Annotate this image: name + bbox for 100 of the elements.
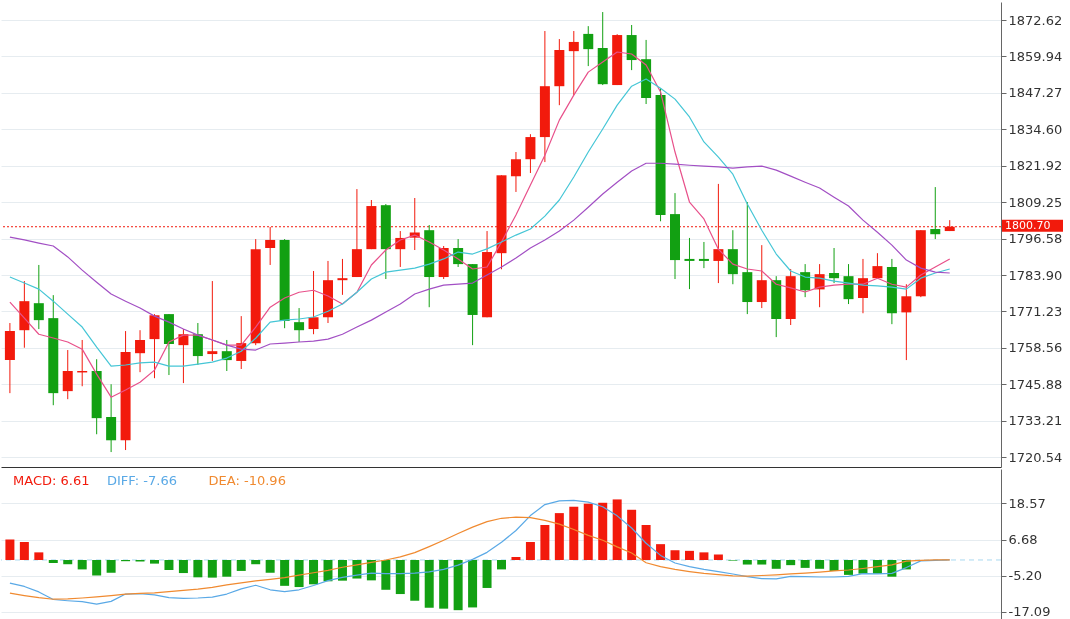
candlestick bbox=[33, 264, 44, 330]
candlestick bbox=[901, 283, 912, 361]
bar bbox=[395, 559, 405, 595]
bar bbox=[294, 559, 304, 588]
candlestick bbox=[756, 244, 767, 309]
line-series bbox=[9, 516, 951, 600]
candlestick bbox=[583, 25, 594, 67]
y-tick-label: 6.68 bbox=[1008, 532, 1038, 548]
candlestick bbox=[106, 383, 117, 453]
bar bbox=[106, 559, 116, 573]
bar bbox=[63, 559, 73, 565]
text: DEA: -10.96 bbox=[208, 473, 286, 488]
bar bbox=[280, 559, 290, 586]
y-tick-label: 1745.88 bbox=[1008, 376, 1063, 392]
bar bbox=[583, 503, 593, 560]
bar bbox=[381, 559, 391, 590]
bar bbox=[19, 542, 29, 560]
y-tick-label: -17.09 bbox=[1008, 604, 1051, 619]
line-series bbox=[9, 51, 951, 398]
bar bbox=[424, 559, 434, 608]
bar bbox=[569, 506, 579, 560]
candlestick bbox=[62, 349, 73, 400]
y-tick-label: 1847.27 bbox=[1008, 85, 1063, 101]
bar bbox=[511, 556, 521, 560]
candlestick bbox=[149, 313, 160, 379]
bar bbox=[786, 559, 796, 566]
bar bbox=[309, 559, 319, 585]
bar bbox=[222, 559, 232, 577]
bar bbox=[236, 559, 246, 571]
bar bbox=[540, 524, 550, 560]
bar bbox=[453, 559, 463, 611]
y-tick-label: 1733.21 bbox=[1008, 413, 1063, 429]
candlestick bbox=[192, 322, 203, 366]
candlestick bbox=[829, 247, 840, 284]
y-tick-label: 1809.25 bbox=[1008, 194, 1063, 210]
candlestick bbox=[510, 151, 521, 193]
candlestick bbox=[698, 241, 709, 269]
y-tick-label: 1859.94 bbox=[1008, 48, 1063, 64]
bar bbox=[713, 554, 723, 560]
bar bbox=[670, 550, 680, 560]
candlestick bbox=[857, 258, 868, 314]
bar bbox=[207, 559, 217, 578]
bar bbox=[757, 559, 767, 565]
candlestick bbox=[525, 133, 536, 174]
ref-line-label: 1800.70 bbox=[1005, 218, 1051, 232]
bar bbox=[439, 559, 449, 609]
text: DIFF: -7.66 bbox=[107, 473, 177, 488]
bar bbox=[92, 559, 102, 576]
bar bbox=[844, 559, 854, 575]
bar bbox=[641, 524, 651, 560]
bar bbox=[815, 559, 825, 569]
candlestick bbox=[800, 263, 811, 298]
bar bbox=[482, 559, 492, 588]
bar bbox=[251, 559, 261, 565]
y-tick-label: 1872.62 bbox=[1008, 12, 1063, 28]
bar bbox=[5, 539, 15, 560]
bar bbox=[771, 559, 781, 569]
candlestick bbox=[568, 30, 579, 96]
y-tick-label: 1783.90 bbox=[1008, 267, 1063, 283]
bar bbox=[742, 559, 752, 565]
bar bbox=[627, 509, 637, 560]
candlestick bbox=[337, 258, 348, 296]
y-tick-label: -5.20 bbox=[1008, 568, 1043, 584]
y-tick-label: 1771.23 bbox=[1008, 303, 1063, 319]
bar bbox=[829, 559, 839, 571]
line-series bbox=[9, 78, 951, 367]
candlestick bbox=[207, 280, 218, 362]
y-tick-label: 1796.58 bbox=[1008, 231, 1063, 247]
y-tick-label: 1720.54 bbox=[1008, 449, 1063, 465]
candlestick bbox=[684, 237, 695, 290]
bar bbox=[612, 499, 622, 560]
bar bbox=[34, 552, 44, 560]
bar bbox=[77, 559, 87, 570]
candlestick bbox=[843, 263, 854, 305]
bar bbox=[554, 513, 564, 560]
bar bbox=[800, 559, 810, 568]
bar bbox=[410, 559, 420, 601]
candlestick bbox=[930, 186, 941, 240]
bar bbox=[468, 559, 478, 608]
candlestick bbox=[294, 307, 305, 343]
bar bbox=[497, 559, 507, 570]
bar bbox=[265, 559, 275, 573]
bar bbox=[164, 559, 174, 571]
bar bbox=[598, 502, 608, 560]
bar bbox=[684, 550, 694, 560]
bar bbox=[149, 559, 159, 564]
candlestick bbox=[872, 252, 883, 280]
y-tick-label: 1758.56 bbox=[1008, 340, 1063, 356]
text: MACD: 6.61 bbox=[13, 473, 90, 488]
candlestick bbox=[308, 270, 319, 335]
bar bbox=[656, 544, 666, 560]
bar bbox=[178, 559, 188, 574]
candlestick bbox=[265, 226, 276, 266]
candlestick bbox=[135, 329, 146, 373]
bar bbox=[525, 542, 535, 560]
y-tick-label: 18.57 bbox=[1008, 495, 1046, 511]
bar bbox=[699, 552, 709, 560]
bar bbox=[193, 559, 203, 578]
y-tick-label: 1821.92 bbox=[1008, 158, 1063, 174]
bar bbox=[48, 559, 58, 564]
